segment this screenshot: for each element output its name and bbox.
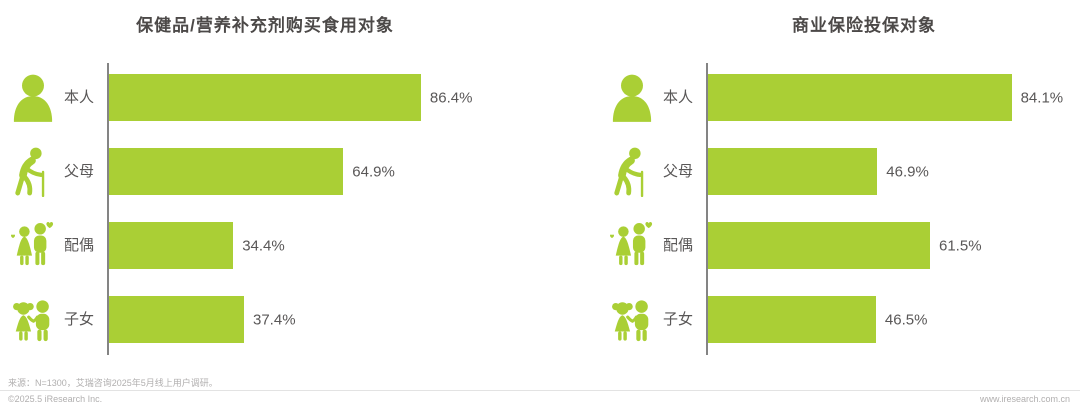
bar-spouse: 34.4%: [109, 222, 285, 269]
category-label: 配偶: [663, 237, 694, 254]
category-label: 本人: [64, 89, 95, 106]
bar-row-children: 子女 37.4%: [0, 296, 540, 343]
value-label: 37.4%: [253, 311, 296, 328]
bar-children: 37.4%: [109, 296, 296, 343]
footer-divider: [0, 390, 1080, 391]
chart-insurance: 商业保险投保对象 本人 84.1%: [599, 0, 1080, 370]
value-label: 86.4%: [429, 89, 473, 106]
copyright-text: ©2025.5 iResearch Inc.: [8, 394, 103, 404]
self-person-icon: [8, 71, 58, 124]
elder-with-cane-icon: [8, 145, 58, 198]
category-label: 父母: [663, 163, 694, 180]
value-label: 64.9%: [352, 163, 395, 180]
value-label: 46.5%: [884, 311, 928, 328]
category-label: 父母: [64, 163, 95, 180]
value-label: 34.4%: [242, 237, 285, 254]
y-axis-line: [107, 63, 109, 355]
bar-parents: 46.9%: [708, 148, 929, 195]
children-icon: [8, 293, 58, 346]
y-axis-line: [706, 63, 708, 355]
elder-with-cane-icon: [607, 145, 657, 198]
bar-row-self: 本人 84.1%: [599, 71, 1080, 124]
category-label: 配偶: [64, 237, 95, 254]
self-person-icon: [607, 71, 657, 124]
couple-icon: [8, 219, 58, 272]
bar-row-children: 子女 46.5%: [599, 296, 1080, 343]
bar-parents: 64.9%: [109, 148, 395, 195]
bar-row-spouse: 配偶 34.4%: [0, 219, 540, 272]
bar-children: 46.5%: [708, 296, 927, 343]
children-icon: [607, 293, 657, 346]
source-note: 来源：N=1300，艾瑞咨询2025年5月线上用户调研。: [8, 378, 218, 388]
value-label: 61.5%: [939, 237, 982, 254]
bar-self: 84.1%: [708, 74, 1063, 121]
value-label: 46.9%: [886, 163, 929, 180]
bar-row-spouse: 配偶 61.5%: [599, 219, 1080, 272]
bar-row-parents: 父母 64.9%: [0, 145, 540, 198]
chart-supplements: 保健品/营养补充剂购买食用对象 本人 86.4%: [0, 0, 540, 370]
website-url: www.iresearch.com.cn: [979, 394, 1070, 404]
bar-row-parents: 父母 46.9%: [599, 145, 1080, 198]
chart-title: 保健品/营养补充剂购买食用对象: [136, 16, 394, 35]
category-label: 本人: [663, 89, 694, 106]
bar-row-self: 本人 86.4%: [0, 71, 540, 124]
category-label: 子女: [64, 311, 95, 328]
chart-title: 商业保险投保对象: [792, 16, 936, 35]
bar-self: 86.4%: [109, 74, 472, 121]
bar-spouse: 61.5%: [708, 222, 982, 269]
value-label: 84.1%: [1020, 89, 1064, 106]
couple-icon: [607, 219, 657, 272]
category-label: 子女: [663, 311, 694, 328]
